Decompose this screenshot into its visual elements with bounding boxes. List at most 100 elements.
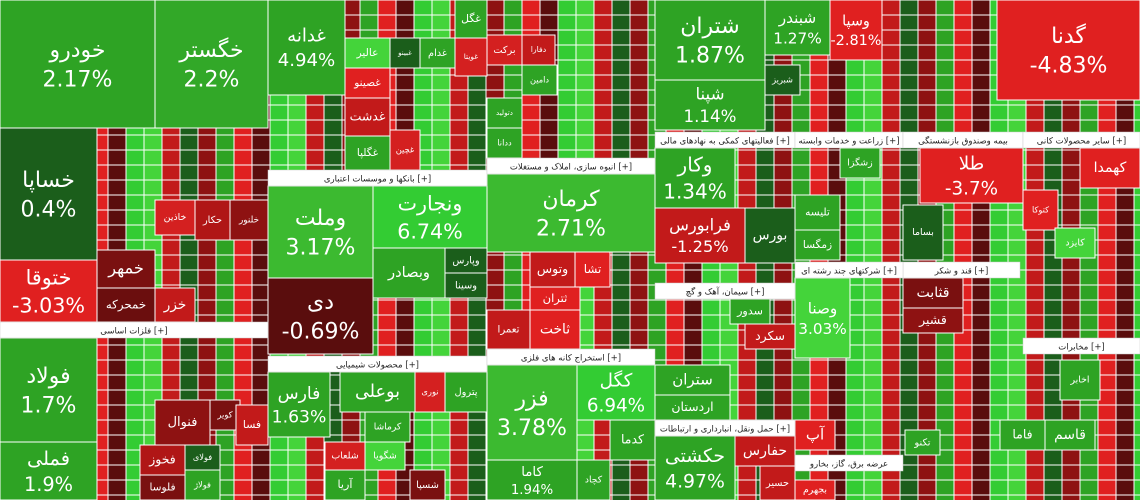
filler-tile — [467, 89, 487, 106]
tile-name: فاما — [1012, 427, 1032, 442]
filler-tile — [899, 164, 919, 181]
filler-tile — [377, 299, 397, 316]
tile-name: غویتا — [464, 52, 479, 61]
filler-tile — [755, 179, 775, 196]
tile-name: برکت — [493, 45, 515, 56]
filler-tile — [485, 284, 505, 301]
filler-tile — [755, 164, 775, 181]
filler-tile — [269, 464, 289, 481]
filler-tile — [719, 344, 739, 361]
filler-tile — [755, 149, 775, 166]
filler-tile — [953, 29, 973, 46]
filler-tile — [629, 0, 649, 16]
filler-tile — [251, 374, 271, 391]
filler-tile — [611, 14, 631, 31]
filler-tile — [611, 29, 631, 46]
sector-label: مخابرات [+] — [1058, 343, 1105, 353]
tile-name: آپ — [806, 426, 825, 444]
filler-tile — [575, 44, 595, 61]
filler-tile — [557, 134, 577, 151]
filler-tile — [737, 149, 757, 166]
filler-tile — [1079, 284, 1099, 301]
filler-tile — [971, 389, 991, 406]
filler-tile — [197, 359, 217, 376]
filler-tile — [1061, 194, 1081, 211]
filler-tile — [881, 344, 901, 361]
filler-tile — [1043, 404, 1063, 421]
filler-tile — [1097, 389, 1117, 406]
filler-tile — [215, 344, 235, 361]
tile-name: کاما — [521, 465, 543, 480]
sector-label: شرکتهای چند رشته ای [+] — [801, 267, 897, 277]
filler-tile — [143, 374, 163, 391]
filler-tile — [215, 494, 235, 500]
filler-tile — [233, 134, 253, 151]
tile-value: 2.17% — [43, 68, 113, 93]
filler-tile — [863, 344, 883, 361]
filler-tile — [683, 314, 703, 331]
tile — [654, 0, 766, 81]
tile-name: دفارا — [531, 45, 547, 54]
filler-tile — [593, 89, 613, 106]
filler-tile — [215, 164, 235, 181]
filler-tile — [107, 434, 127, 451]
filler-tile — [1007, 389, 1027, 406]
filler-tile — [467, 314, 487, 331]
filler-tile — [899, 104, 919, 121]
filler-tile — [899, 359, 919, 376]
filler-tile — [827, 359, 847, 376]
filler-tile — [413, 314, 433, 331]
filler-tile — [863, 89, 883, 106]
filler-tile — [899, 0, 919, 16]
filler-tile — [683, 329, 703, 346]
filler-tile — [1025, 464, 1045, 481]
filler-tile — [863, 284, 883, 301]
filler-tile — [845, 59, 865, 76]
filler-tile — [593, 314, 613, 331]
filler-tile — [863, 59, 883, 76]
filler-tile — [161, 374, 181, 391]
filler-tile — [107, 419, 127, 436]
filler-tile — [611, 0, 631, 16]
filler-tile — [233, 359, 253, 376]
filler-tile — [863, 329, 883, 346]
filler-tile — [467, 464, 487, 481]
filler-tile — [179, 164, 199, 181]
filler-tile — [1079, 209, 1099, 226]
filler-tile — [755, 374, 775, 391]
filler-tile — [899, 14, 919, 31]
filler-tile — [809, 59, 829, 76]
filler-tile — [413, 89, 433, 106]
filler-tile — [107, 389, 127, 406]
filler-tile — [593, 44, 613, 61]
filler-tile — [1043, 314, 1063, 331]
filler-tile — [143, 149, 163, 166]
filler-tile — [629, 29, 649, 46]
tile-name: قشیر — [918, 312, 947, 328]
filler-tile — [1043, 374, 1063, 391]
filler-tile — [197, 149, 217, 166]
filler-tile — [179, 239, 199, 256]
filler-tile — [1061, 479, 1081, 496]
filler-tile — [1133, 209, 1140, 226]
filler-tile — [557, 29, 577, 46]
filler-tile — [1043, 494, 1063, 500]
filler-tile — [899, 479, 919, 496]
filler-tile — [791, 164, 811, 181]
filler-tile — [881, 494, 901, 500]
tile-value: 1.27% — [773, 29, 822, 47]
filler-tile — [1043, 284, 1063, 301]
filler-tile — [737, 164, 757, 181]
filler-tile — [1061, 284, 1081, 301]
tile-name: فولاد — [26, 364, 70, 389]
tile-name: اردستان — [671, 399, 713, 415]
filler-tile — [1043, 464, 1063, 481]
filler-tile — [449, 419, 469, 436]
filler-tile — [935, 74, 955, 91]
filler-tile — [431, 104, 451, 121]
filler-tile — [953, 494, 973, 500]
filler-tile — [557, 59, 577, 76]
filler-tile — [269, 494, 289, 500]
filler-tile — [917, 344, 937, 361]
filler-tile — [827, 404, 847, 421]
